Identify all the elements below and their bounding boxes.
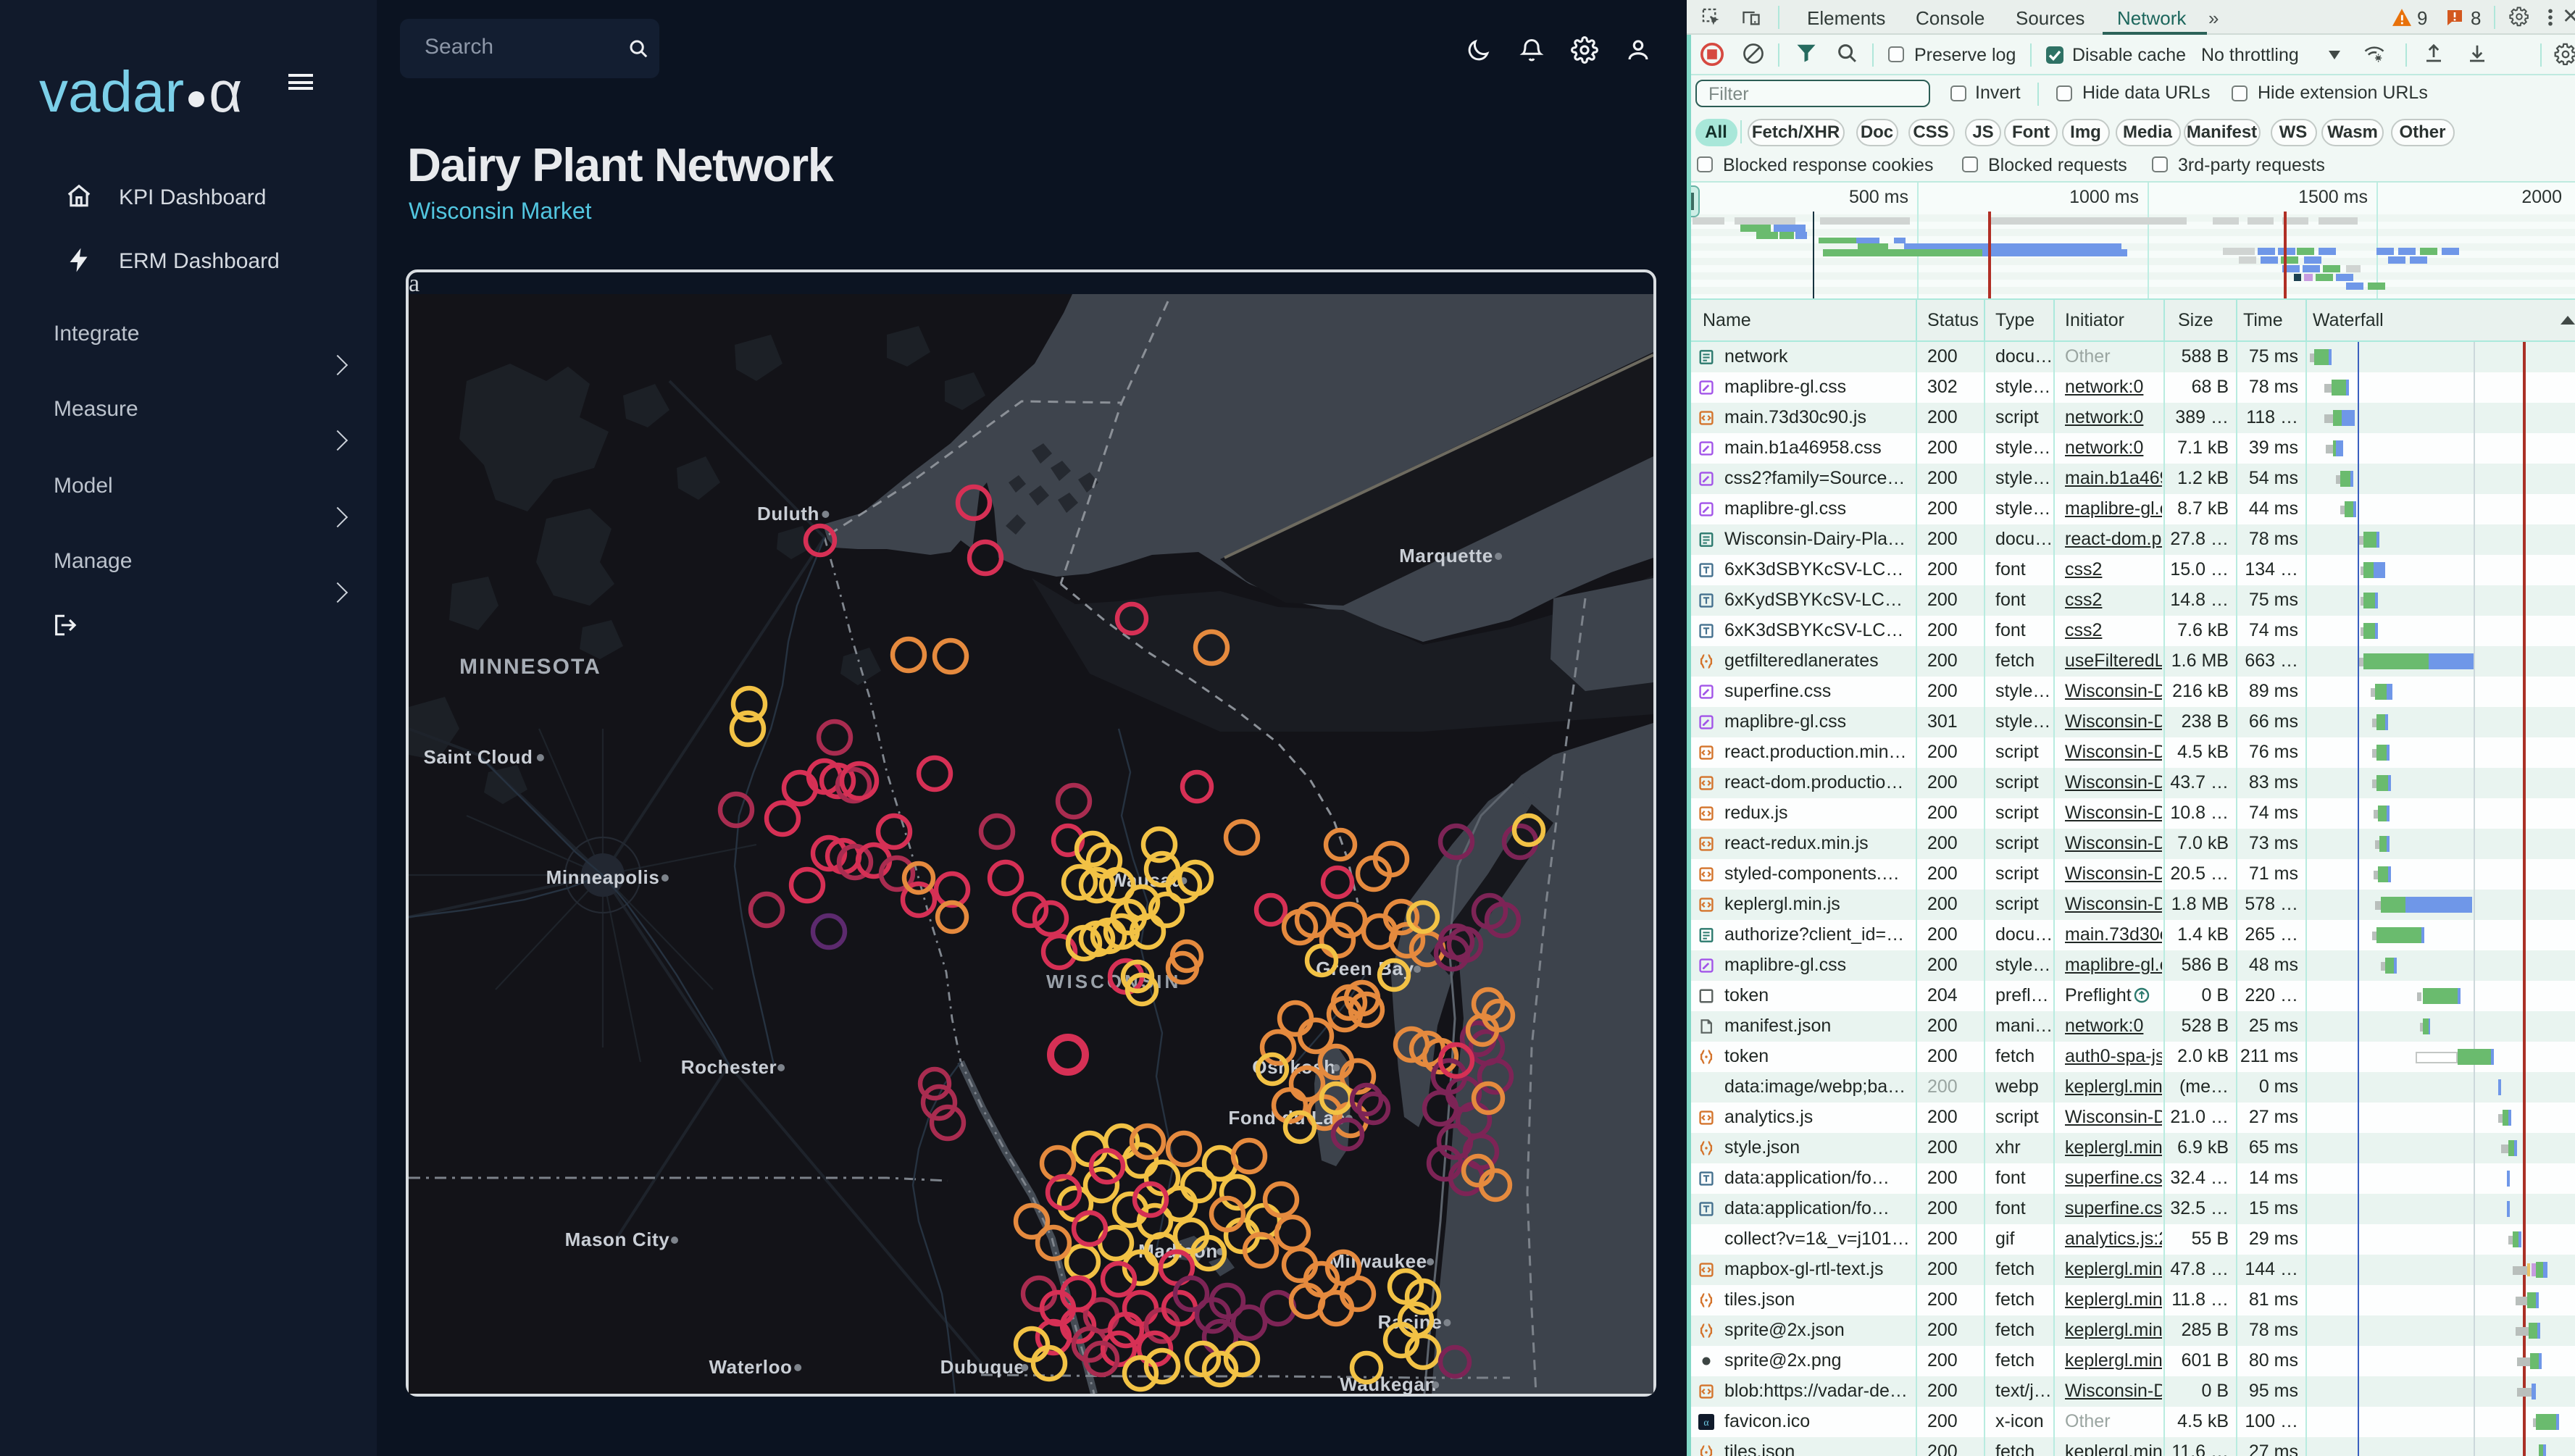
- svg-text:Saint Cloud: Saint Cloud: [423, 746, 533, 768]
- svg-text:Marquette: Marquette: [1399, 545, 1493, 566]
- svg-text:Minneapolis: Minneapolis: [546, 866, 660, 888]
- svg-text:α: α: [1703, 1417, 1708, 1428]
- svg-text:Waterloo: Waterloo: [709, 1356, 792, 1378]
- svg-text:Dubuque: Dubuque: [940, 1356, 1025, 1378]
- svg-text:Duluth: Duluth: [757, 503, 819, 524]
- svg-text:Mason City: Mason City: [565, 1229, 670, 1250]
- svg-text:MINNESOTA: MINNESOTA: [459, 655, 601, 679]
- svg-text:Rochester: Rochester: [681, 1056, 777, 1078]
